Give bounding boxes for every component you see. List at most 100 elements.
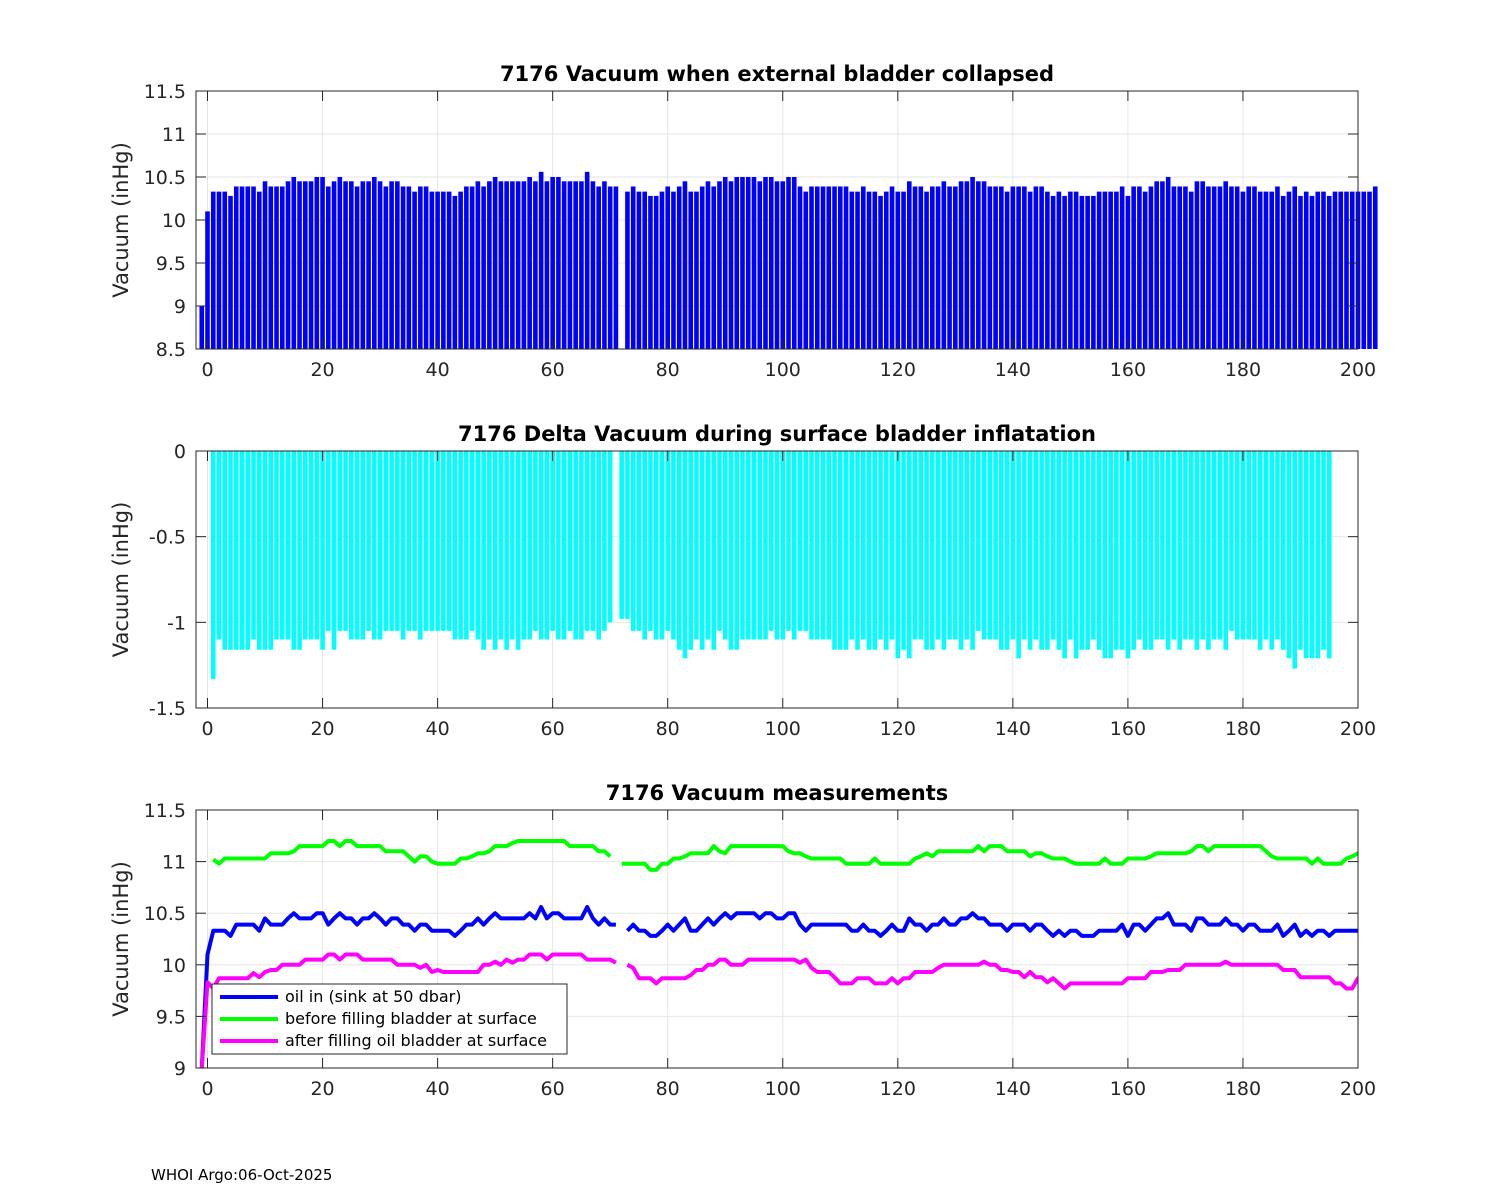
bar [418,186,423,349]
bar [912,186,918,349]
bar [590,451,596,631]
bar [1177,451,1182,650]
x-tick-label: 120 [880,1078,916,1100]
bar [538,171,544,349]
bar [803,191,809,349]
bar [607,451,613,623]
bar [1303,191,1309,349]
bar [274,186,279,349]
bar [302,181,308,349]
bar [268,186,274,349]
bar [1183,186,1188,349]
bar [924,451,929,650]
y-tick-label: 9 [174,1058,186,1080]
bar [1165,177,1171,349]
bar [757,451,763,640]
bar [717,181,722,349]
bar [1229,451,1234,631]
bar [1050,451,1056,640]
bar [964,451,970,640]
bar [1321,191,1326,349]
bar [205,211,210,349]
bar [579,451,584,640]
bar [1298,195,1303,349]
bar [889,451,895,640]
legend-label: oil in (sink at 50 dbar) [285,987,462,1006]
bar [590,181,596,349]
bar [1292,186,1298,349]
bar [1361,191,1367,349]
chart-title: 7176 Delta Vacuum during surface bladder… [458,422,1096,446]
bar [930,186,935,349]
bar [1246,451,1252,640]
bar [1275,186,1280,349]
x-tick-label: 80 [656,1078,680,1100]
bar [1137,451,1142,640]
bar [481,451,486,650]
bar [1154,181,1159,349]
y-axis-label: Vacuum (inHg) [109,502,133,658]
bar [1217,451,1223,640]
bar [751,177,757,349]
bar [1010,451,1016,640]
bar [1367,191,1372,349]
bar [1321,451,1326,650]
bar [814,186,820,349]
bar [918,451,924,640]
x-tick-label: 60 [541,359,565,381]
bar [383,451,389,631]
bar [1303,451,1309,659]
bar [768,177,774,349]
bar [487,451,492,640]
bar [1269,451,1275,650]
bar [1142,451,1148,650]
bar [279,451,285,640]
bar [613,186,619,349]
bar [458,451,463,640]
x-tick-label: 200 [1340,718,1376,740]
bar [285,181,291,349]
bar [573,181,578,349]
bar [481,186,486,349]
bar [1096,451,1102,650]
bar [843,451,849,650]
bar [1137,186,1142,349]
bar [930,451,935,650]
bar [366,451,371,631]
bar [740,451,745,640]
bar [1085,195,1090,349]
bar [1119,451,1125,650]
bar [832,451,837,650]
bar [976,181,981,349]
bar [791,451,797,640]
bar [366,181,371,349]
bar [527,451,532,640]
bar [607,186,613,349]
bar [734,451,740,650]
bar [958,451,964,650]
bar [878,195,883,349]
bar [1045,191,1050,349]
legend-label: before filling bladder at surface [285,1009,537,1028]
series-line [199,905,1358,1068]
bar [630,451,636,631]
y-tick-label: 10 [162,955,186,977]
bar [999,451,1004,650]
bar [561,451,567,640]
bar [1315,451,1321,659]
bar [1102,451,1108,659]
bar [297,181,302,349]
bar [1332,191,1338,349]
bar [1252,186,1257,349]
bar [291,451,297,650]
x-tick-label: 40 [426,1078,450,1100]
bar [780,451,786,640]
y-tick-label: 0 [174,441,186,463]
bar [1206,186,1211,349]
bar [584,171,590,349]
bar [1315,191,1321,349]
y-tick-label: 9.5 [156,1006,186,1028]
bar [935,451,941,640]
bar [354,451,360,640]
bar [745,451,751,640]
